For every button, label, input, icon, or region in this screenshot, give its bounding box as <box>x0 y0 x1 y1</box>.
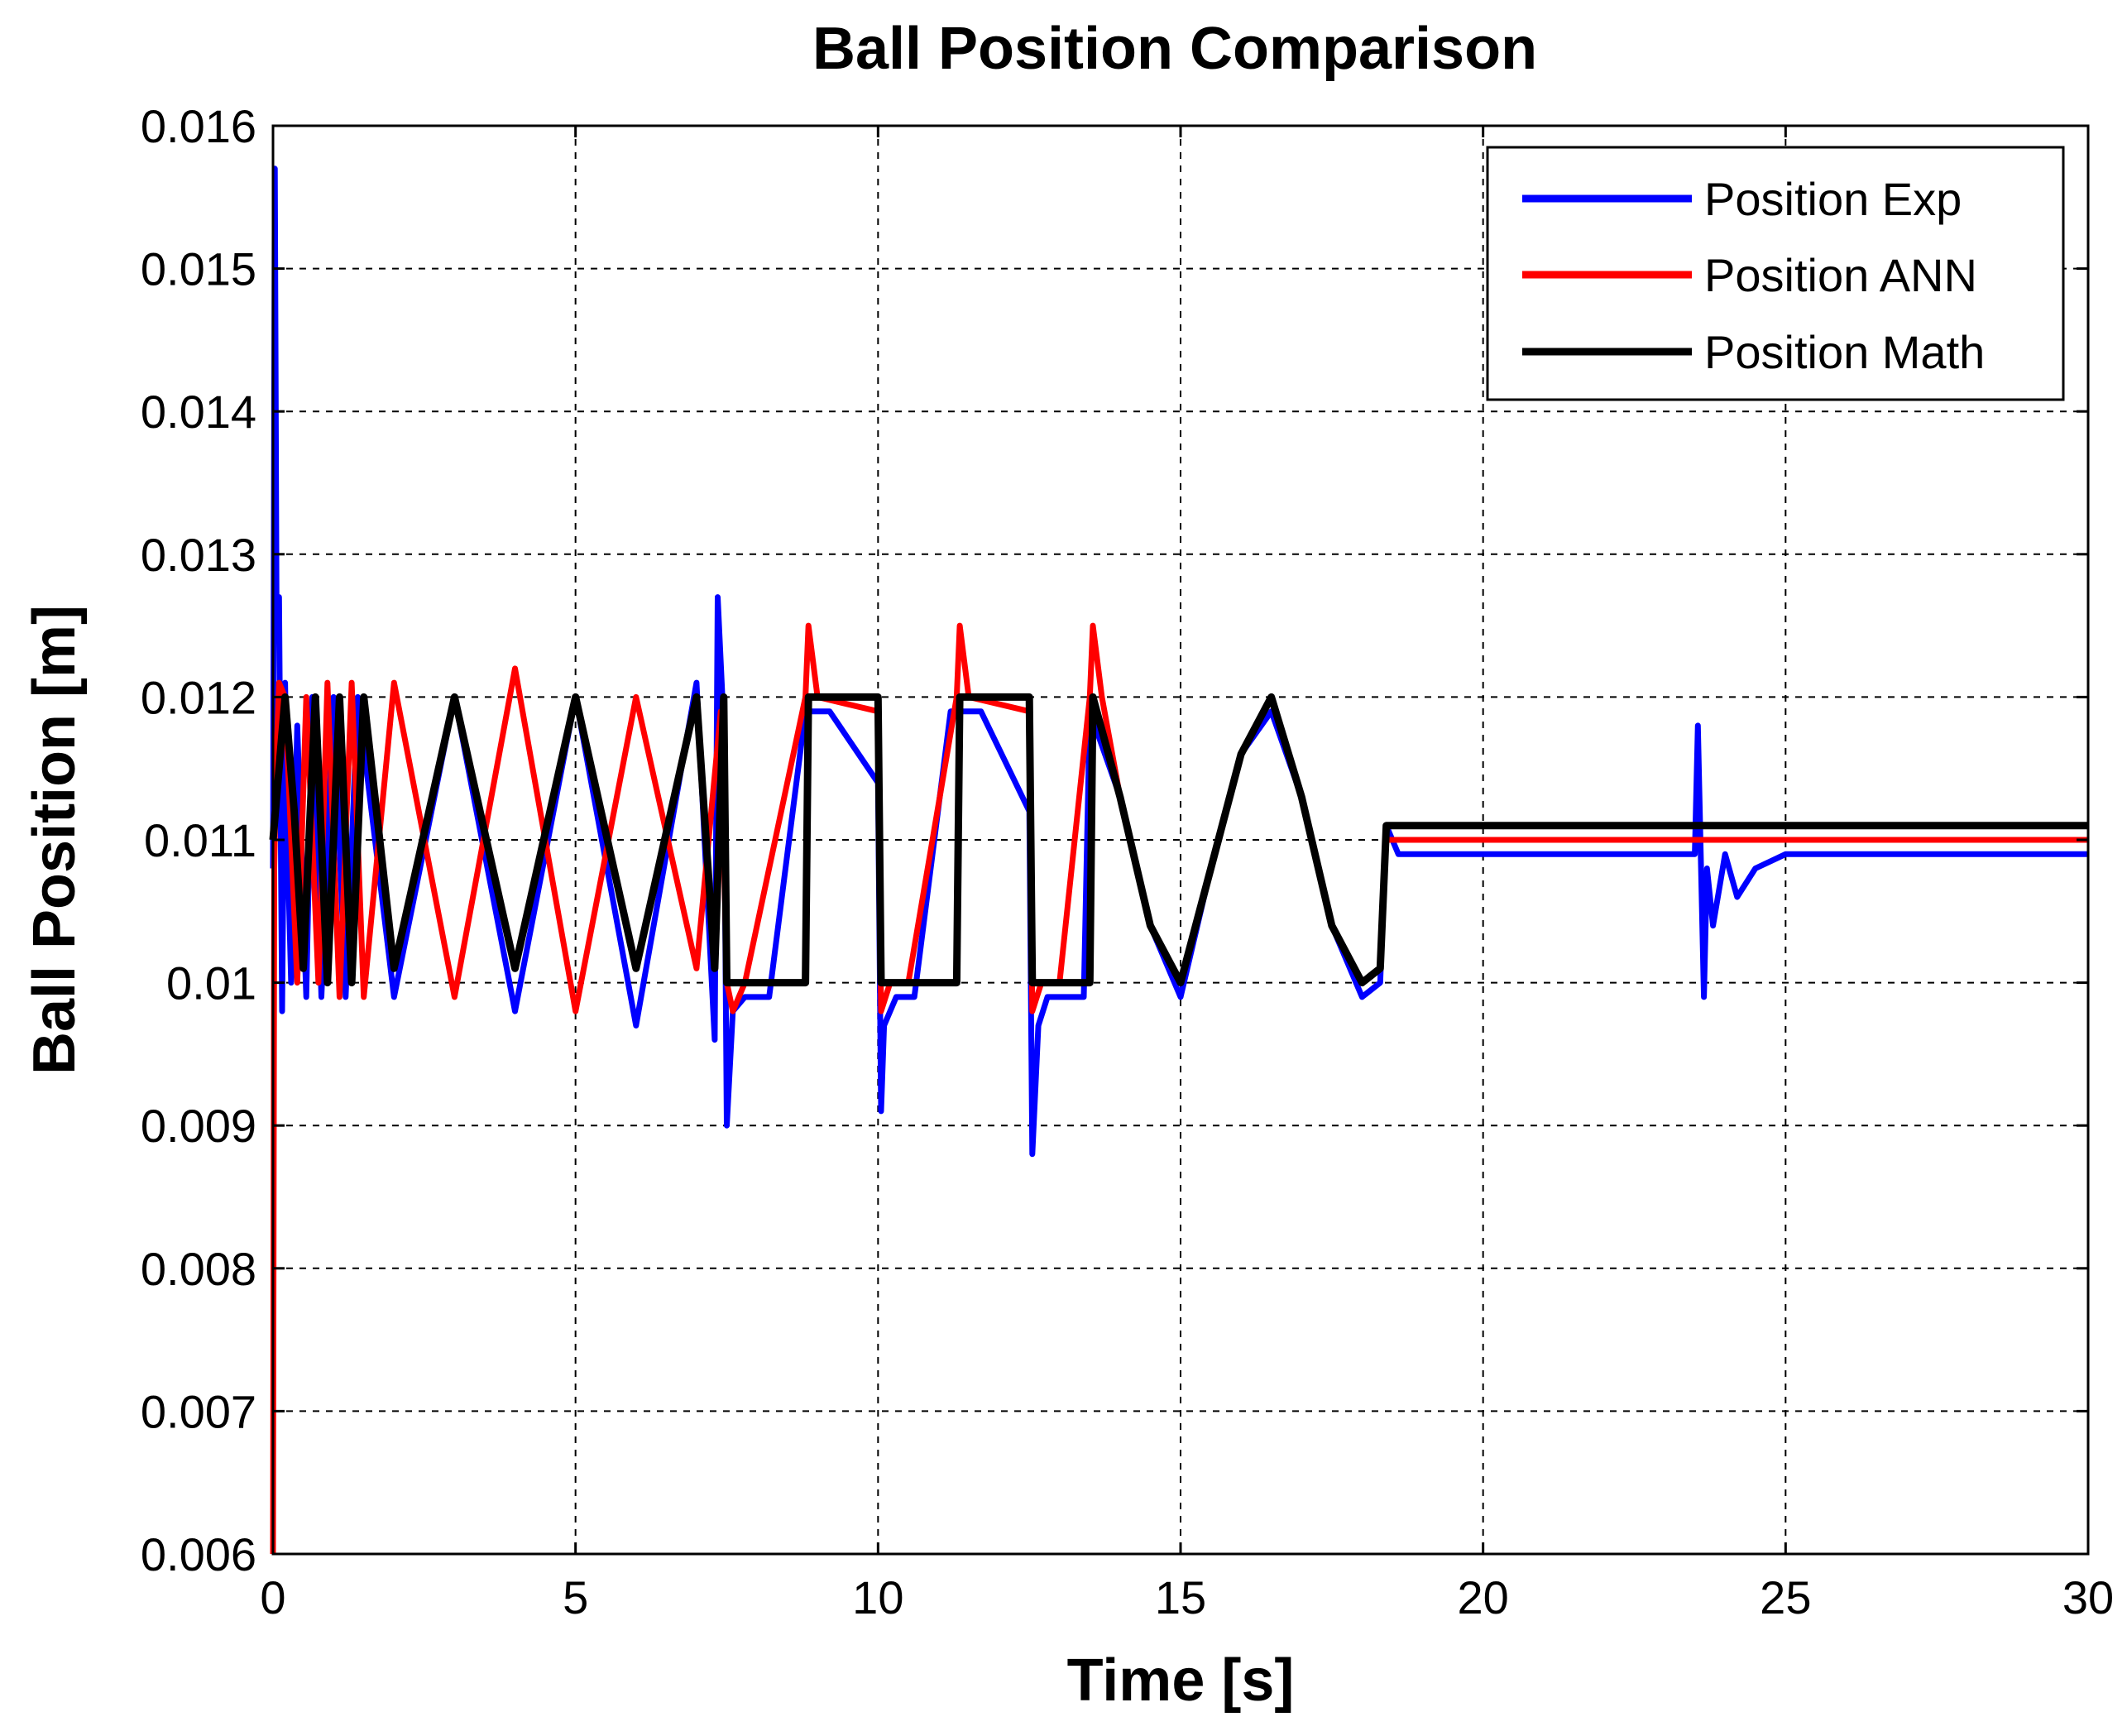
y-tick-label: 0.009 <box>141 1100 256 1152</box>
legend-label-position-exp: Position Exp <box>1704 173 1962 225</box>
x-tick-label: 25 <box>1760 1571 1811 1623</box>
y-axis-label: Ball Position [m] <box>22 605 88 1075</box>
y-tick-label: 0.012 <box>141 671 256 723</box>
y-tick-label: 0.006 <box>141 1528 256 1580</box>
legend-label-position-ann: Position ANN <box>1704 249 1977 301</box>
x-tick-label: 20 <box>1458 1571 1509 1623</box>
x-tick-label: 10 <box>852 1571 903 1623</box>
chart-title: Ball Position Comparison <box>812 16 1537 82</box>
x-tick-label: 30 <box>2062 1571 2114 1623</box>
x-tick-labels: 0 5 10 15 20 25 30 <box>260 1571 2114 1623</box>
y-tick-labels: 0.006 0.007 0.008 0.009 0.01 0.011 0.012 0.013 0… <box>141 100 256 1580</box>
ticks <box>271 124 2090 1556</box>
y-tick-label: 0.016 <box>141 100 256 152</box>
y-tick-label: 0.015 <box>141 243 256 295</box>
y-tick-label: 0.008 <box>141 1243 256 1295</box>
x-tick-label: 15 <box>1155 1571 1206 1623</box>
y-tick-label: 0.014 <box>141 386 256 438</box>
y-tick-label: 0.013 <box>141 529 256 581</box>
series-line-position-math <box>269 693 2088 987</box>
y-tick-label: 0.007 <box>141 1385 256 1437</box>
y-tick-label: 0.011 <box>144 814 256 866</box>
legend: Position Exp Position ANN Position Math <box>1486 146 2065 401</box>
y-tick-label: 0.01 <box>166 957 256 1009</box>
series-group <box>269 165 2088 1555</box>
legend-label-position-math: Position Math <box>1704 326 1985 378</box>
x-tick-label: 5 <box>563 1571 588 1623</box>
x-axis-label: Time [s] <box>1067 1647 1295 1714</box>
x-tick-label: 0 <box>260 1571 285 1623</box>
